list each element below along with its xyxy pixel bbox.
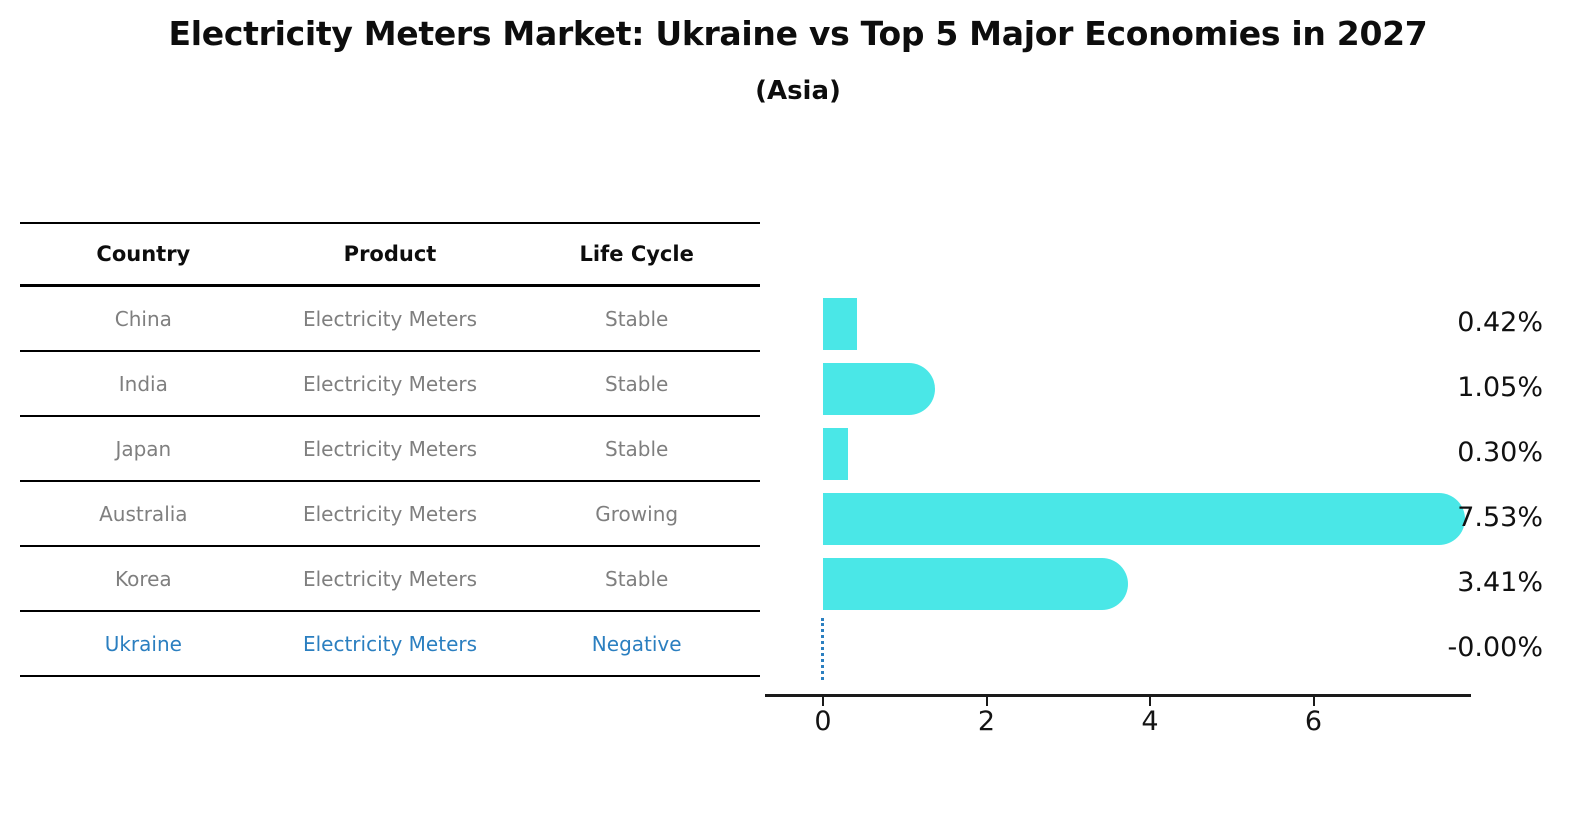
cell-product: Electricity Meters: [302, 371, 478, 396]
x-tick: [1312, 697, 1315, 706]
cell-product: Electricity Meters: [302, 566, 478, 591]
bar: [823, 428, 848, 480]
col-header-product: Product: [343, 242, 437, 266]
bar-value-label: 3.41%: [1457, 567, 1543, 598]
cell-life-cycle: Growing: [595, 501, 679, 526]
x-tick: [1149, 697, 1151, 706]
col-header-country: Country: [96, 242, 191, 266]
table-row: Ukraine Electricity Meters Negative: [20, 612, 760, 677]
x-tick-label: 4: [1141, 706, 1159, 737]
cell-product: Electricity Meters: [302, 306, 478, 331]
x-tick: [822, 697, 824, 706]
x-tick-label: 6: [1304, 706, 1323, 737]
table-row: Japan Electricity Meters Stable: [20, 417, 760, 482]
cell-life-cycle: Negative: [591, 631, 682, 656]
cell-country: India: [118, 371, 168, 396]
table-row: Korea Electricity Meters Stable: [20, 547, 760, 612]
cell-country: Korea: [114, 566, 172, 591]
table-body: China Electricity Meters Stable India El…: [20, 287, 760, 677]
bar: [823, 493, 1465, 545]
table-header-row: Country Product Life Cycle: [20, 224, 760, 287]
bar-value-label: 7.53%: [1457, 502, 1543, 533]
cell-life-cycle: Stable: [605, 306, 669, 331]
bar: [823, 558, 1128, 610]
bar: [823, 298, 857, 350]
cell-product: Electricity Meters: [302, 436, 478, 461]
bar-value-label: -0.00%: [1447, 632, 1543, 663]
x-tick: [985, 697, 988, 706]
x-tick-label: 0: [814, 706, 832, 737]
summary-table: Country Product Life Cycle China Electri…: [20, 222, 760, 677]
chart-subtitle: (Asia): [755, 76, 841, 106]
ukraine-zero-marker: [821, 618, 824, 680]
table-row: China Electricity Meters Stable: [20, 287, 760, 352]
table-row: Australia Electricity Meters Growing: [20, 482, 760, 547]
cell-product: Electricity Meters: [302, 501, 478, 526]
x-axis-line: [765, 694, 1471, 697]
cell-product: Electricity Meters: [302, 631, 478, 656]
table-row: India Electricity Meters Stable: [20, 352, 760, 417]
x-tick-label: 2: [977, 706, 996, 737]
bar-value-label: 0.42%: [1457, 307, 1543, 338]
cell-life-cycle: Stable: [605, 371, 669, 396]
bar-value-label: 0.30%: [1457, 437, 1543, 468]
col-header-life-cycle: Life Cycle: [579, 242, 694, 266]
bar-value-label: 1.05%: [1457, 372, 1543, 403]
chart-title: Electricity Meters Market: Ukraine vs To…: [168, 14, 1428, 53]
cell-country: China: [114, 306, 172, 331]
cell-life-cycle: Stable: [605, 566, 669, 591]
bar: [823, 363, 935, 415]
cell-country: Australia: [99, 501, 188, 526]
cell-country: Ukraine: [104, 631, 182, 656]
cell-country: Japan: [115, 436, 172, 461]
cell-life-cycle: Stable: [605, 436, 669, 461]
